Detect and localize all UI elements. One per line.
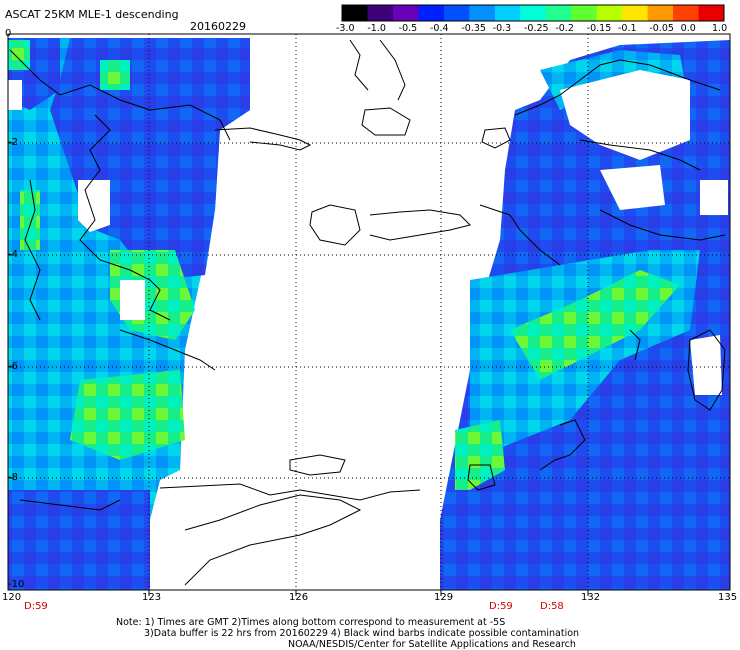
colorbar-tick-label: -0.25 [524,23,549,34]
colorbar-tick-label: -0.3 [492,23,512,34]
colorbar-segment [494,5,521,21]
lon-label-129: 129 [434,592,454,603]
colorbar-segment [571,5,598,21]
colorbar-tick-label: -0.4 [430,23,449,34]
note-line-3: NOAA/NESDIS/Center for Satellite Applica… [288,639,576,650]
lat-label-2: -2 [8,137,18,148]
right-swath [440,40,730,590]
lon-label-120: 120 [2,592,22,603]
lon-label-126: 126 [289,592,309,603]
map-frame [7,33,731,591]
time-label-2: D:59 [489,601,513,612]
lat-label-10: -10 [8,579,25,590]
colorbar-tick-label: 1.0 [712,23,728,34]
colorbar [341,4,725,22]
graticule [8,34,730,590]
colorbar-segment [647,5,674,21]
colorbar-segment [545,5,572,21]
map-title: ASCAT 25KM MLE-1 descending [5,8,179,21]
colorbar-segment [367,5,394,21]
colorbar-tick-label: -1.0 [367,23,386,34]
colorbar-tick-label: -0.1 [618,23,637,34]
coastlines [9,39,726,586]
colorbar-segment [469,5,496,21]
corner-lat-label: 0 [5,28,12,39]
lon-label-123: 123 [142,592,162,603]
time-label-3: D:58 [540,601,564,612]
colorbar-tick-label: -0.5 [398,23,418,34]
colorbar-tick-label: -0.35 [461,23,486,34]
colorbar-segment [673,5,700,21]
colorbar-tick-label: 0.0 [680,23,696,34]
colorbar-segment [520,5,547,21]
left-swath [8,38,250,590]
time-label-1: D:59 [24,601,48,612]
colorbar-tick-label: -0.2 [555,23,574,34]
colorbar-segment [596,5,623,21]
note-line-1: Note: 1) Times are GMT 2)Times along bot… [116,617,506,628]
colorbar-tick-label: -0.05 [649,23,674,34]
colorbar-tick-label: -3.0 [336,23,355,34]
colorbar-tick-label: -0.15 [586,23,612,34]
lat-label-6: -6 [8,361,18,372]
lon-label-135: 135 [718,592,738,603]
colorbar-segment [443,5,470,21]
colorbar-segment [418,5,445,21]
note-line-2: 3)Data buffer is 22 hrs from 20160229 4)… [144,628,580,639]
lon-label-132: 132 [581,592,601,603]
frame-ticks [8,142,589,596]
colorbar-segment [698,5,725,21]
lat-label-4: -4 [8,249,18,260]
colorbar-segment [342,5,368,21]
colorbar-segment [392,5,419,21]
map-date: 20160229 [190,20,246,33]
colorbar-segment [622,5,649,21]
colorbar-border [341,4,725,22]
lat-label-8: -8 [8,472,18,483]
